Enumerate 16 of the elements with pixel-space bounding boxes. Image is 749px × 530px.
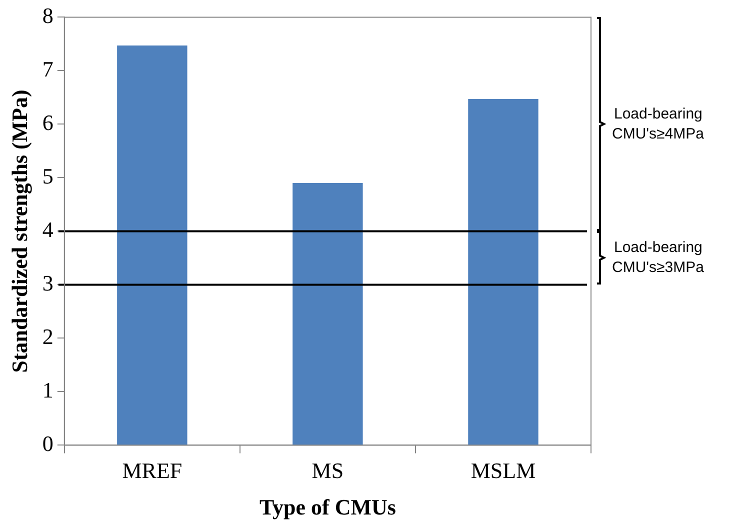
y-tick-label: 8 <box>42 2 54 28</box>
x-tick-label: MS <box>312 458 344 484</box>
text: Load-bearing CMU's≥4MPa <box>612 105 705 142</box>
x-axis-title: Type of CMUs <box>259 494 396 520</box>
y-tick-label: 4 <box>42 216 54 242</box>
text: Load-bearing CMU's≥3MPa <box>612 239 705 276</box>
x-tick-label: MSLM <box>470 458 536 484</box>
y-tick-label: 5 <box>42 163 54 188</box>
x-tick-label: MREF <box>122 458 182 484</box>
y-tick-label: 7 <box>42 56 54 82</box>
y-tick-label: 2 <box>42 324 54 349</box>
y-tick-label: 6 <box>42 110 54 135</box>
y-tick-label: 1 <box>42 377 54 402</box>
y-tick-label: 0 <box>42 430 54 456</box>
y-axis-title: Standardized strengths (MPa) <box>6 90 32 373</box>
y-tick-label: 3 <box>42 270 54 296</box>
